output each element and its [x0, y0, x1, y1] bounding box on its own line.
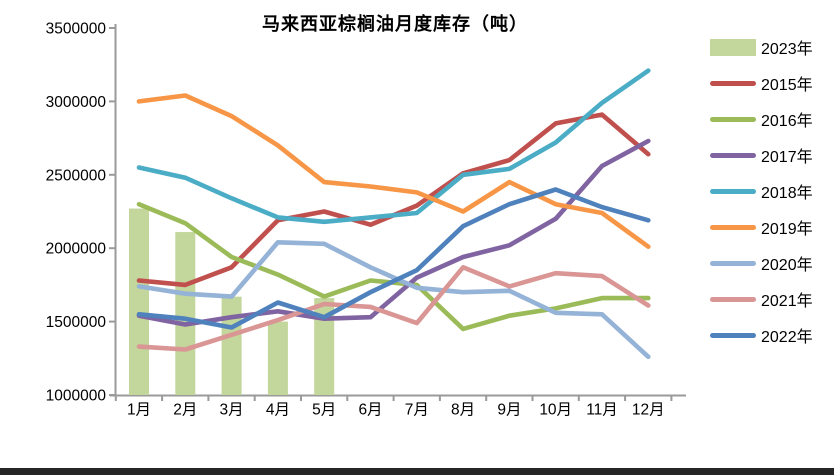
line-2020	[136, 240, 651, 360]
x-axis-label: 4月	[266, 402, 290, 419]
legend-swatch-2016	[710, 116, 756, 122]
legend-item-2017: 2017年	[710, 144, 830, 166]
line-2021	[136, 264, 651, 352]
legend-item-2021: 2021年	[710, 288, 830, 310]
bar-2023-1月	[129, 208, 149, 395]
legend-label: 2020年	[761, 257, 813, 274]
y-axis-label: 3000000	[46, 94, 107, 111]
y-axis-label: 2000000	[46, 241, 107, 258]
y-axis-label: 2500000	[46, 167, 107, 184]
window-bottom-edge	[0, 468, 834, 475]
bar-2023-3月	[221, 296, 242, 395]
legend-swatch-2021	[710, 296, 756, 302]
x-axis-label: 5月	[312, 402, 336, 419]
bar-2023-4月	[267, 321, 288, 395]
legend-item-2022: 2022年	[710, 324, 830, 346]
bar-2023-5月	[314, 298, 335, 395]
legend-label: 2022年	[761, 329, 813, 346]
line-2016	[136, 201, 651, 332]
x-axis-label: 9月	[497, 402, 521, 419]
legend-swatch-2023	[710, 38, 756, 56]
x-axis-label: 12月	[632, 402, 665, 419]
legend: 2023年 2015年 2016年 2017年 2018年 2019年 2020年 2021年…	[710, 36, 830, 360]
x-axis-label: 8月	[451, 402, 475, 419]
x-axis-label: 7月	[405, 402, 429, 419]
legend-item-2016: 2016年	[710, 108, 830, 130]
legend-item-2023: 2023年	[710, 36, 830, 58]
x-axis-label: 3月	[220, 402, 244, 419]
line-2022	[136, 187, 651, 330]
legend-swatch-2020	[710, 260, 756, 266]
legend-label: 2016年	[761, 113, 813, 130]
y-axis-label: 1500000	[46, 314, 107, 331]
y-axis-label: 1000000	[46, 388, 107, 405]
legend-item-2018: 2018年	[710, 180, 830, 202]
x-axis-label: 10月	[539, 402, 572, 419]
line-2017	[136, 138, 651, 327]
legend-label: 2015年	[761, 77, 813, 94]
y-axis-label: 3500000	[46, 21, 107, 38]
line-2019	[136, 93, 651, 249]
legend-swatch-2017	[710, 152, 756, 158]
line-2018	[136, 68, 651, 225]
legend-label: 2017年	[761, 149, 813, 166]
legend-label: 2023年	[761, 41, 813, 58]
legend-swatch-2019	[710, 224, 756, 230]
legend-swatch-2018	[710, 188, 756, 194]
legend-swatch-2022	[710, 332, 756, 338]
chart-title: 马来西亚棕榈油月度库存（吨）	[262, 14, 528, 35]
bar-2023-2月	[175, 232, 196, 395]
legend-label: 2018年	[761, 185, 813, 202]
legend-label: 2021年	[761, 293, 813, 310]
x-axis-label: 1月	[127, 402, 151, 419]
x-axis-label: 11月	[586, 402, 618, 419]
legend-label: 2019年	[761, 221, 813, 238]
legend-item-2020: 2020年	[710, 252, 830, 274]
legend-item-2019: 2019年	[710, 216, 830, 238]
x-axis-label: 6月	[358, 402, 382, 419]
x-axis-label: 2月	[173, 402, 197, 419]
legend-item-2015: 2015年	[710, 72, 830, 94]
legend-swatch-2015	[710, 80, 756, 86]
